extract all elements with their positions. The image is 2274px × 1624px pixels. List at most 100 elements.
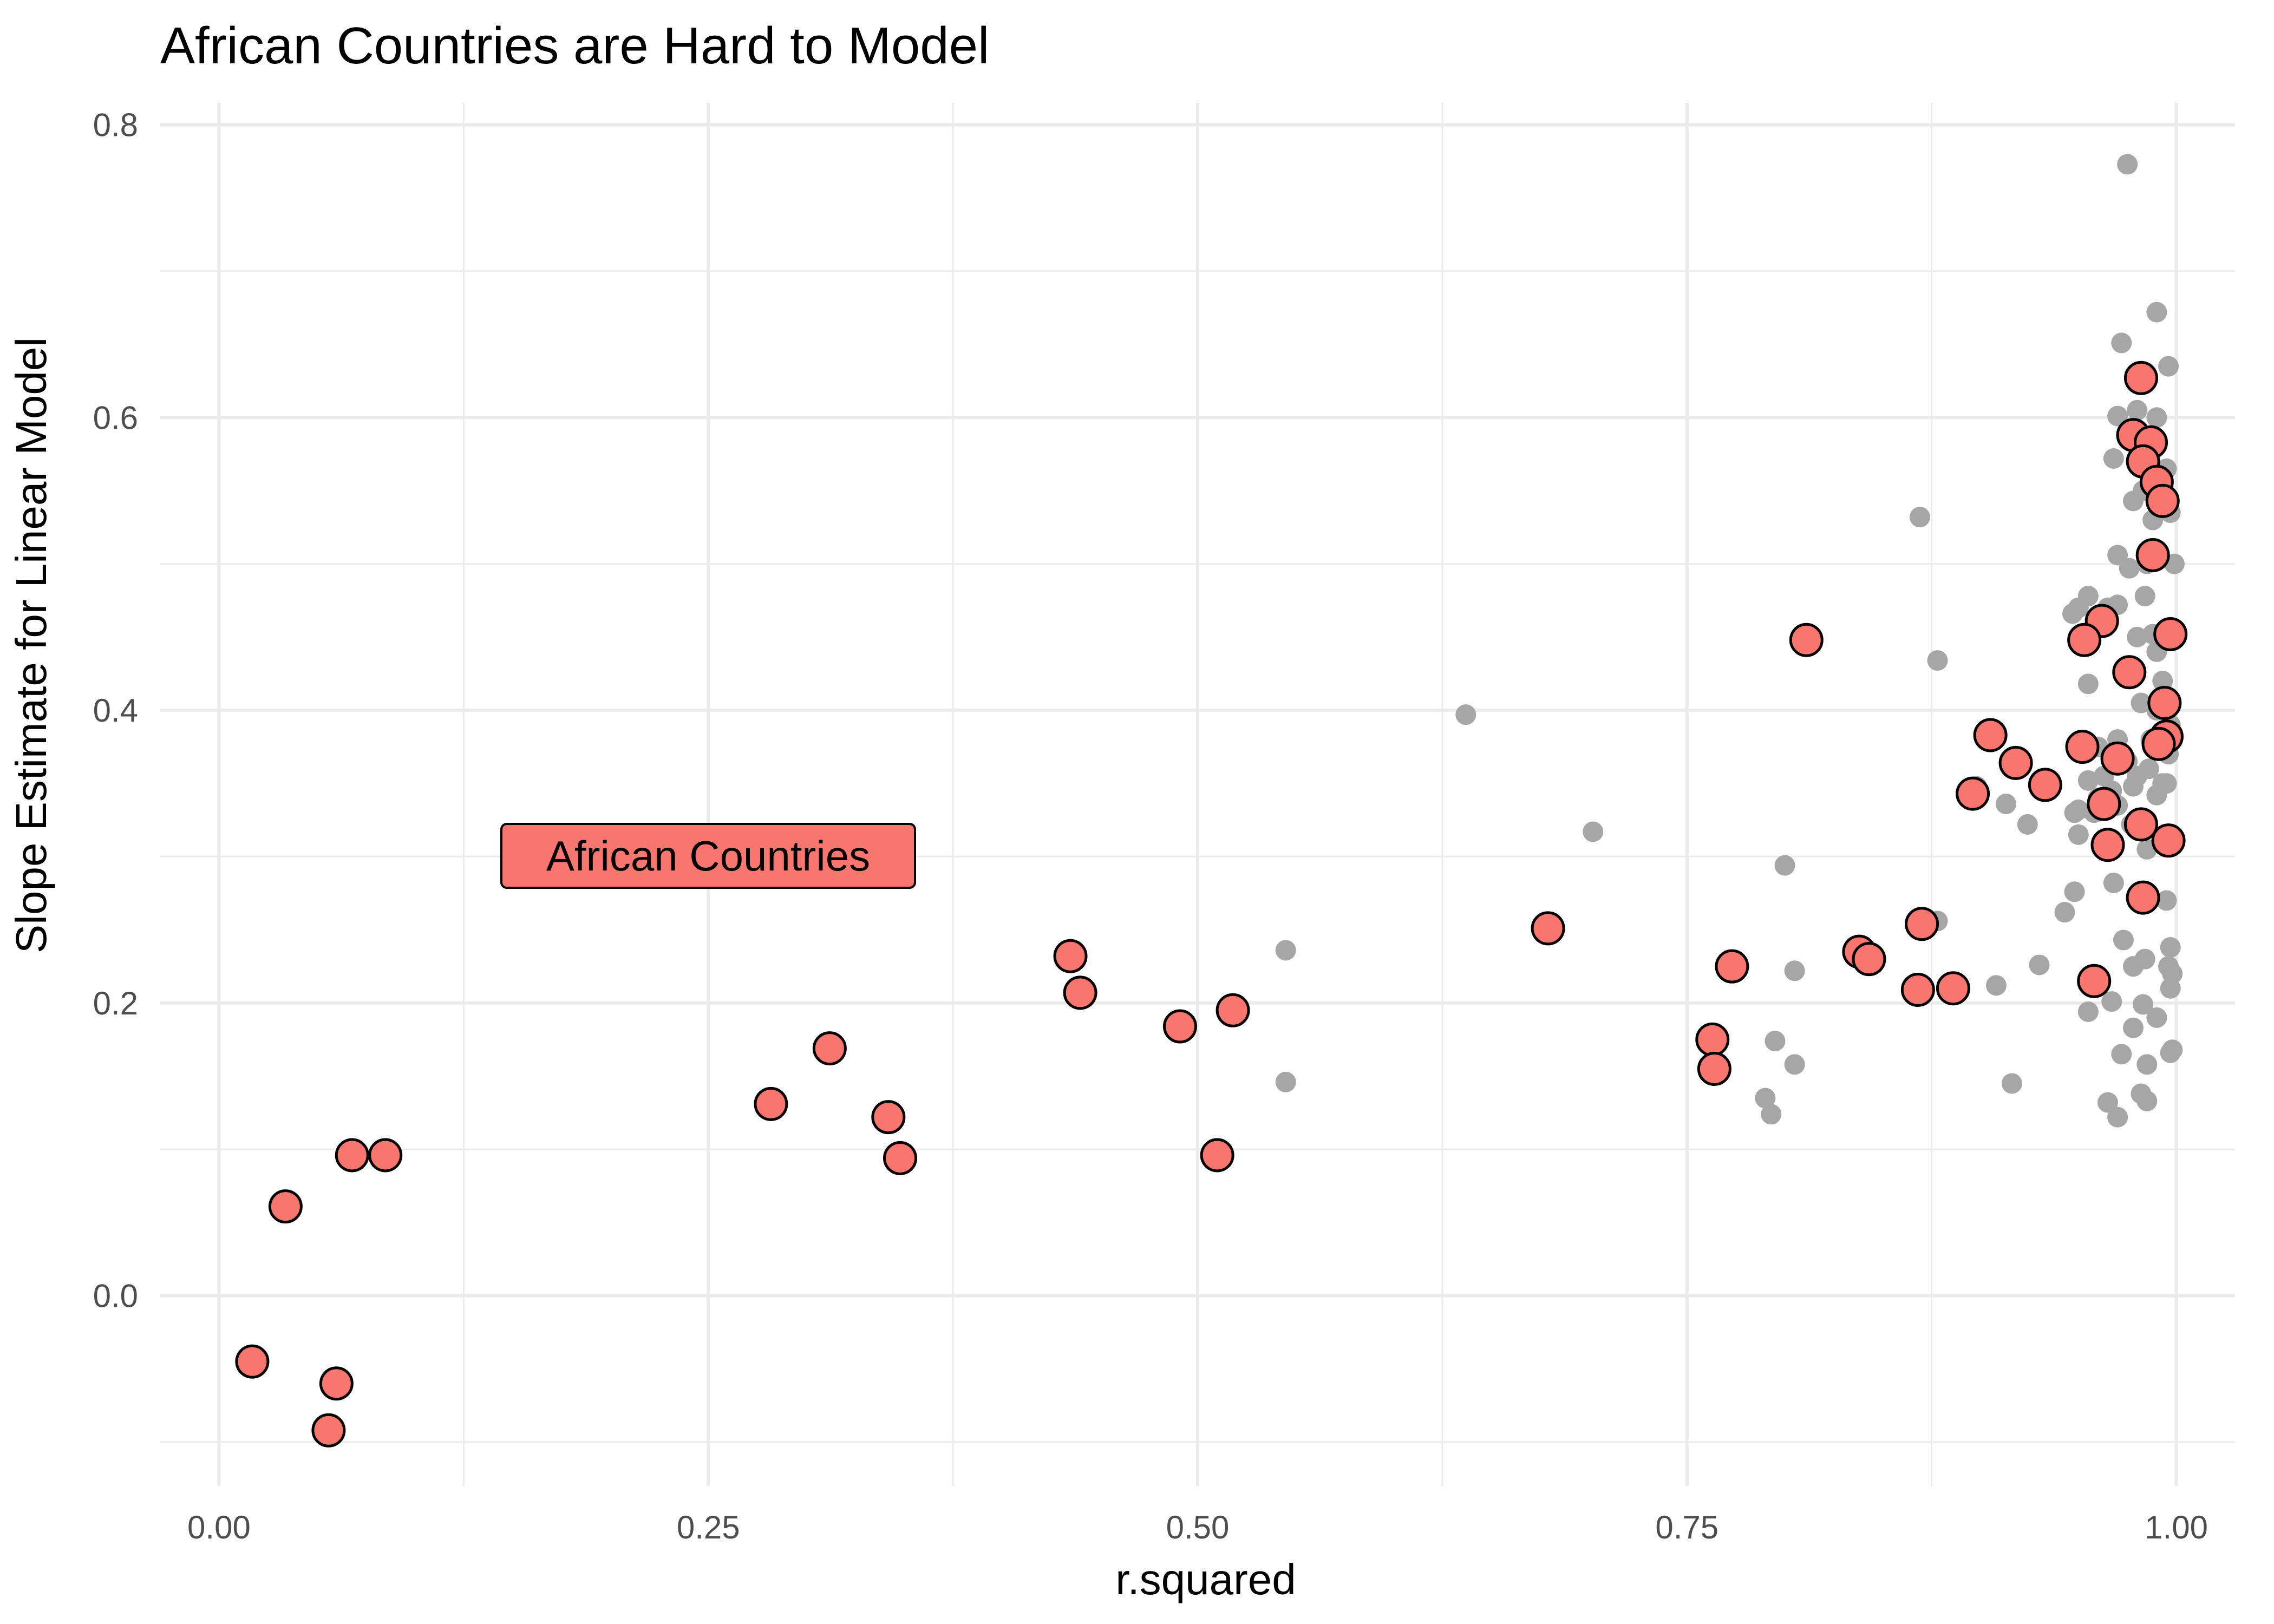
- y-tick-label: 0.8: [93, 107, 138, 143]
- point-other: [1784, 960, 1805, 981]
- point-african: [1063, 975, 1097, 1010]
- point-african: [2087, 787, 2121, 821]
- point-african: [1162, 1009, 1197, 1044]
- point-other: [2077, 770, 2099, 791]
- point-other: [2054, 902, 2075, 923]
- point-other: [2107, 545, 2128, 566]
- point-other: [2113, 929, 2134, 951]
- point-other: [2107, 405, 2128, 427]
- point-african: [1852, 942, 1886, 977]
- point-african: [368, 1138, 403, 1173]
- point-african: [268, 1189, 303, 1224]
- x-tick-label: 0.75: [1655, 1509, 1718, 1546]
- point-african: [2147, 686, 2182, 721]
- point-african: [2090, 828, 2125, 862]
- point-other: [2136, 1054, 2158, 1075]
- point-other: [2119, 558, 2140, 579]
- point-other: [2146, 784, 2167, 806]
- grid-lines: [160, 103, 2235, 1486]
- point-other: [2068, 824, 2089, 845]
- point-other: [2160, 978, 2181, 999]
- y-tick-label: 0.0: [93, 1278, 138, 1314]
- annotation-box: [500, 823, 916, 889]
- annotation-label: African Countries: [500, 823, 916, 889]
- point-other: [2123, 1017, 2144, 1038]
- point-african: [1936, 971, 1970, 1006]
- point-other: [2133, 994, 2154, 1015]
- point-other: [2001, 1073, 2022, 1094]
- y-axis-title: Slope Estimate for Linear Model: [7, 337, 55, 953]
- point-african: [2135, 538, 2170, 572]
- point-african: [2145, 483, 2180, 518]
- point-other: [2117, 154, 2138, 175]
- point-african: [2141, 726, 2176, 761]
- point-african: [335, 1138, 369, 1173]
- point-african: [235, 1344, 270, 1379]
- point-african: [2065, 730, 2100, 764]
- point-other: [2136, 1090, 2158, 1111]
- point-other: [2146, 407, 2167, 428]
- point-african: [754, 1086, 788, 1121]
- point-other: [2064, 881, 2085, 902]
- chart-title: African Countries are Hard to Model: [160, 17, 989, 75]
- point-other: [2064, 802, 2085, 823]
- point-african: [1715, 949, 1749, 984]
- point-african: [871, 1100, 906, 1135]
- y-tick-label: 0.2: [93, 985, 138, 1021]
- point-other: [2134, 586, 2155, 607]
- point-african: [2126, 880, 2160, 915]
- point-african: [1998, 745, 2033, 780]
- point-african: [2100, 741, 2135, 776]
- point-other: [1275, 1071, 1296, 1092]
- point-african: [2123, 807, 2158, 842]
- x-tick-label: 0.50: [1166, 1509, 1230, 1546]
- point-other: [2158, 356, 2179, 377]
- x-tick-label: 0.25: [677, 1509, 740, 1546]
- point-african: [2151, 823, 2186, 858]
- y-axis-ticks: 0.0 0.2 0.4 0.6 0.8: [93, 107, 138, 1314]
- point-other: [1583, 821, 1604, 842]
- x-tick-label: 0.00: [187, 1509, 251, 1546]
- point-other: [2162, 1039, 2183, 1060]
- point-other: [2152, 670, 2173, 691]
- point-other: [2146, 302, 2167, 323]
- point-other: [1774, 855, 1795, 876]
- point-african: [883, 1141, 918, 1175]
- x-axis-ticks: 0.00 0.25 0.50 0.75 1.00: [187, 1509, 2208, 1546]
- point-other: [1455, 704, 1476, 725]
- point-other: [2127, 626, 2148, 647]
- point-african: [2123, 361, 2158, 395]
- point-other: [2097, 1092, 2119, 1113]
- point-other: [2077, 673, 2099, 695]
- point-other: [2107, 1106, 2128, 1128]
- point-other: [2101, 991, 2122, 1012]
- point-other: [2017, 814, 2038, 835]
- point-african: [1789, 623, 1824, 657]
- point-african: [2077, 964, 2112, 998]
- y-tick-label: 0.4: [93, 692, 138, 729]
- point-other: [2111, 332, 2132, 353]
- point-other: [2103, 873, 2124, 894]
- point-african: [1973, 718, 2008, 752]
- point-other: [2123, 776, 2144, 797]
- point-other: [1985, 975, 2007, 996]
- point-other: [2077, 1001, 2099, 1022]
- point-african: [1900, 972, 1935, 1007]
- point-other: [2103, 448, 2124, 469]
- point-african: [1531, 911, 1565, 946]
- point-other: [2111, 1044, 2132, 1065]
- point-african: [2028, 768, 2062, 802]
- point-african: [319, 1366, 354, 1401]
- point-african: [2153, 617, 2188, 651]
- point-other: [2029, 954, 2050, 975]
- point-african: [1695, 1022, 1730, 1057]
- x-axis-title: r.squared: [1115, 1555, 1296, 1603]
- point-african: [1905, 907, 1939, 941]
- point-other: [1765, 1031, 1786, 1052]
- point-other: [1927, 650, 1948, 671]
- point-african: [1216, 993, 1250, 1027]
- point-african: [1956, 776, 1990, 811]
- y-tick-label: 0.6: [93, 400, 138, 436]
- point-other: [2156, 890, 2177, 911]
